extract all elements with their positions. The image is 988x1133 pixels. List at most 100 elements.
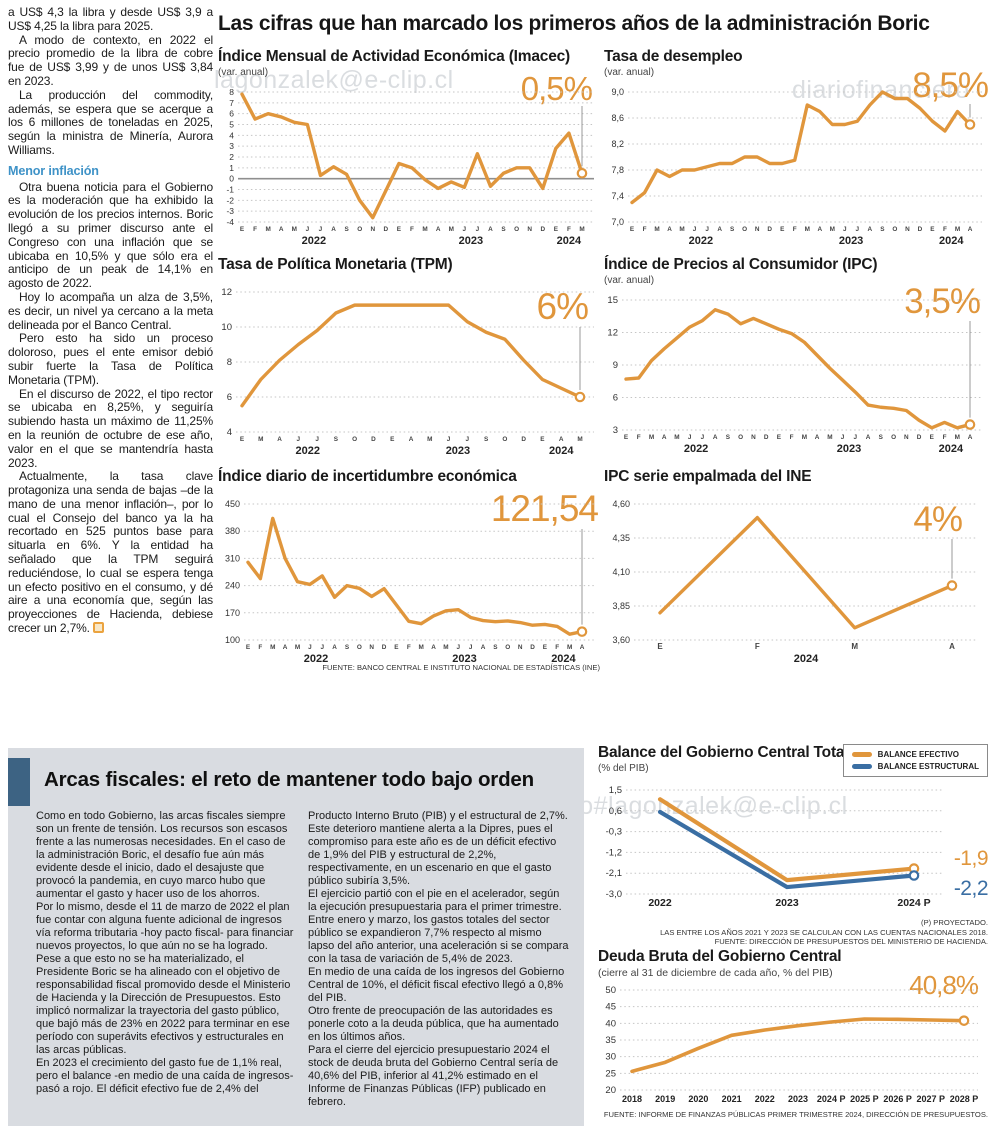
- svg-text:M: M: [422, 226, 427, 233]
- svg-text:J: J: [841, 434, 845, 441]
- svg-text:15: 15: [607, 295, 618, 306]
- svg-text:S: S: [344, 226, 349, 233]
- svg-text:450: 450: [225, 499, 240, 509]
- svg-text:J: J: [854, 434, 858, 441]
- article-paragraph: A modo de contexto, en 2022 el precio pr…: [8, 32, 213, 88]
- svg-text:2023: 2023: [837, 443, 861, 455]
- balance-estructural-value: -2,2: [953, 877, 988, 900]
- box-headline: Arcas fiscales: el reto de mantener todo…: [44, 768, 534, 791]
- svg-text:0: 0: [229, 174, 234, 184]
- svg-text:O: O: [891, 434, 896, 441]
- svg-text:-3,0: -3,0: [606, 889, 622, 900]
- svg-text:N: N: [527, 226, 532, 233]
- svg-text:A: A: [436, 226, 441, 233]
- svg-text:S: S: [334, 436, 339, 443]
- article-paragraph: En el discurso de 2022, el tipo rector s…: [8, 386, 213, 470]
- chart-incertidumbre: Índice diario de incertidumbre económica…: [218, 468, 600, 674]
- svg-text:M: M: [295, 644, 300, 651]
- svg-text:2026 P: 2026 P: [883, 1094, 912, 1104]
- svg-text:6: 6: [227, 392, 232, 403]
- article-column: a US$ 4,3 la libra y desde US$ 3,9 a US$…: [8, 5, 213, 636]
- box-paragraph: Otro frente de preocupación de las autor…: [308, 1005, 559, 1043]
- svg-text:2024 P: 2024 P: [817, 1094, 846, 1104]
- svg-text:J: J: [447, 436, 451, 443]
- svg-text:O: O: [357, 226, 362, 233]
- svg-text:12: 12: [221, 287, 232, 298]
- svg-text:M: M: [419, 644, 424, 651]
- svg-text:4: 4: [229, 130, 234, 140]
- svg-text:E: E: [540, 436, 545, 443]
- article-paragraph: Actualmente, la tasa clave protagoniza u…: [8, 469, 213, 636]
- svg-text:A: A: [713, 434, 718, 441]
- svg-text:E: E: [930, 434, 935, 441]
- svg-text:S: S: [493, 644, 498, 651]
- box-paragraph: Pese a que esto no se ha materializado, …: [36, 953, 291, 1056]
- svg-text:A: A: [662, 434, 667, 441]
- svg-text:J: J: [315, 436, 319, 443]
- svg-text:M: M: [674, 434, 679, 441]
- svg-text:100: 100: [225, 635, 240, 645]
- svg-text:J: J: [463, 226, 467, 233]
- svg-text:45: 45: [605, 1002, 616, 1013]
- chart-tpm: Tasa de Política Monetaria (TPM) 6% 12 10…: [218, 256, 600, 461]
- svg-text:2: 2: [229, 152, 234, 162]
- svg-text:J: J: [701, 434, 705, 441]
- svg-text:7: 7: [229, 98, 234, 108]
- svg-text:O: O: [352, 436, 357, 443]
- svg-text:J: J: [856, 226, 860, 233]
- imacec-plot: 8 7 6 5 4 3 2 1 0 -1 -2 -3 -4 E F M A M J J A S O N D E F M A M J J A S O N…: [218, 86, 600, 253]
- svg-text:2022: 2022: [302, 235, 326, 247]
- svg-text:D: D: [384, 226, 389, 233]
- svg-text:E: E: [624, 434, 629, 441]
- svg-text:3,85: 3,85: [612, 601, 630, 611]
- svg-text:25: 25: [605, 1068, 616, 1079]
- svg-text:O: O: [742, 226, 747, 233]
- svg-text:A: A: [409, 436, 414, 443]
- incertidumbre-plot: 450 380 310 240 170 100 E F M A M J J A S O N D E F M A M J J A S O…: [218, 498, 600, 671]
- svg-text:9,0: 9,0: [611, 87, 624, 97]
- svg-text:E: E: [777, 434, 782, 441]
- svg-text:S: S: [501, 226, 506, 233]
- svg-text:N: N: [751, 434, 756, 441]
- svg-text:E: E: [246, 644, 251, 651]
- svg-text:M: M: [258, 436, 263, 443]
- article-paragraph: Pero esto ha sido un proceso doloroso, p…: [8, 331, 213, 387]
- svg-text:8,2: 8,2: [611, 139, 624, 149]
- svg-text:30: 30: [605, 1052, 616, 1063]
- svg-text:A: A: [667, 226, 672, 233]
- svg-text:2022: 2022: [689, 235, 713, 247]
- svg-text:F: F: [793, 226, 797, 233]
- chart-source: FUENTE: INFORME DE FINANZAS PÚBLICAS PRI…: [603, 1110, 988, 1119]
- svg-text:20: 20: [605, 1085, 616, 1096]
- svg-text:F: F: [407, 644, 411, 651]
- ipc-empalmada-plot: 4,60 4,35 4,10 3,85 3,60 E F M A 2024: [604, 498, 988, 671]
- svg-text:2027 P: 2027 P: [917, 1094, 946, 1104]
- footnote: (P) PROYECTADO.: [921, 918, 988, 927]
- svg-text:F: F: [637, 434, 641, 441]
- svg-text:-1: -1: [226, 185, 234, 195]
- svg-text:4: 4: [227, 427, 232, 438]
- svg-text:E: E: [657, 642, 663, 651]
- svg-text:2028 P: 2028 P: [950, 1094, 979, 1104]
- svg-text:F: F: [755, 642, 760, 651]
- chart-value-label: 121,54: [490, 488, 599, 529]
- svg-text:3,60: 3,60: [612, 635, 630, 645]
- chart-value-label: 0,5%: [520, 70, 593, 107]
- page-title: Las cifras que han marcado los primeros …: [218, 12, 930, 35]
- svg-text:N: N: [904, 434, 909, 441]
- svg-text:380: 380: [225, 526, 240, 536]
- svg-text:M: M: [567, 644, 572, 651]
- svg-text:E: E: [397, 226, 402, 233]
- svg-text:M: M: [679, 226, 684, 233]
- legend-swatch-orange: [851, 752, 872, 757]
- svg-text:-1,2: -1,2: [606, 847, 622, 858]
- footnote: LAS ENTRE LOS AÑOS 2021 Y 2023 SE CALCUL…: [660, 927, 988, 937]
- svg-text:S: S: [880, 226, 885, 233]
- chart-source: FUENTE: BANCO CENTRAL E INSTITUTO NACION…: [322, 663, 600, 672]
- chart-ipc-empalmada: IPC serie empalmada del INE 4% 4,60 4,35 4…: [604, 468, 988, 674]
- svg-text:N: N: [370, 226, 375, 233]
- svg-text:1,5: 1,5: [609, 785, 622, 796]
- svg-text:35: 35: [605, 1035, 616, 1046]
- svg-text:M: M: [649, 434, 654, 441]
- svg-text:J: J: [457, 644, 461, 651]
